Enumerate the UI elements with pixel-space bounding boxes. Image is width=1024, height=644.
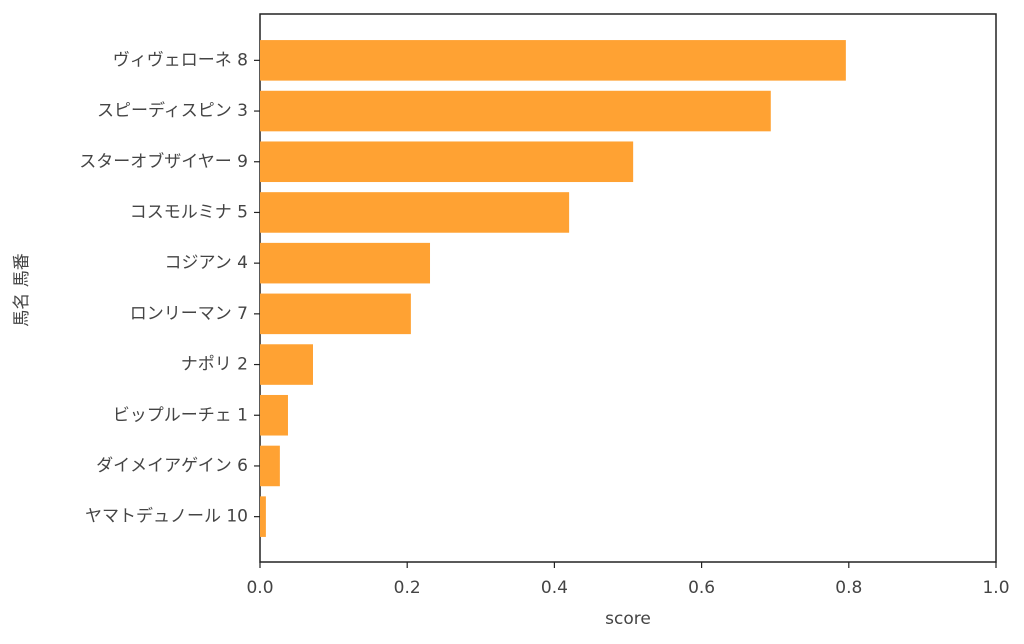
bar [260,445,280,487]
bar [260,496,266,537]
y-tick-label: ヴィヴェローネ 8 [113,50,248,70]
y-tick-label: ヤマトデュノール 10 [85,506,248,527]
x-tick-label: 0.0 [246,578,273,598]
y-tick-label: スターオブザイヤー 9 [79,151,248,172]
y-tick-label: コジアン 4 [164,253,248,273]
x-tick-label: 0.6 [688,578,715,598]
x-tick-label: 0.8 [835,578,862,598]
bar [260,40,846,81]
y-tick-label: スピーディスピン 3 [97,100,248,121]
bar [260,293,411,335]
y-axis-label: 馬名 馬番 [12,253,32,326]
y-tick-label: ロンリーマン 7 [130,304,248,324]
bar [260,344,313,385]
x-axis-label: score [605,609,651,629]
y-tick-label: コスモルミナ 5 [130,202,248,222]
y-tick-label: ビップルーチェ 1 [113,405,248,425]
bar [260,394,288,436]
plot-frame [259,13,997,563]
bar [260,90,771,132]
y-tick-label: ナポリ 2 [181,355,248,375]
bar [260,192,570,233]
bar [260,141,634,183]
x-tick-label: 0.4 [541,578,568,598]
x-tick-label: 1.0 [982,578,1009,598]
y-tick-label: ダイメイアゲイン 6 [96,456,248,476]
x-tick-label: 0.2 [394,578,421,598]
bar [260,242,431,284]
